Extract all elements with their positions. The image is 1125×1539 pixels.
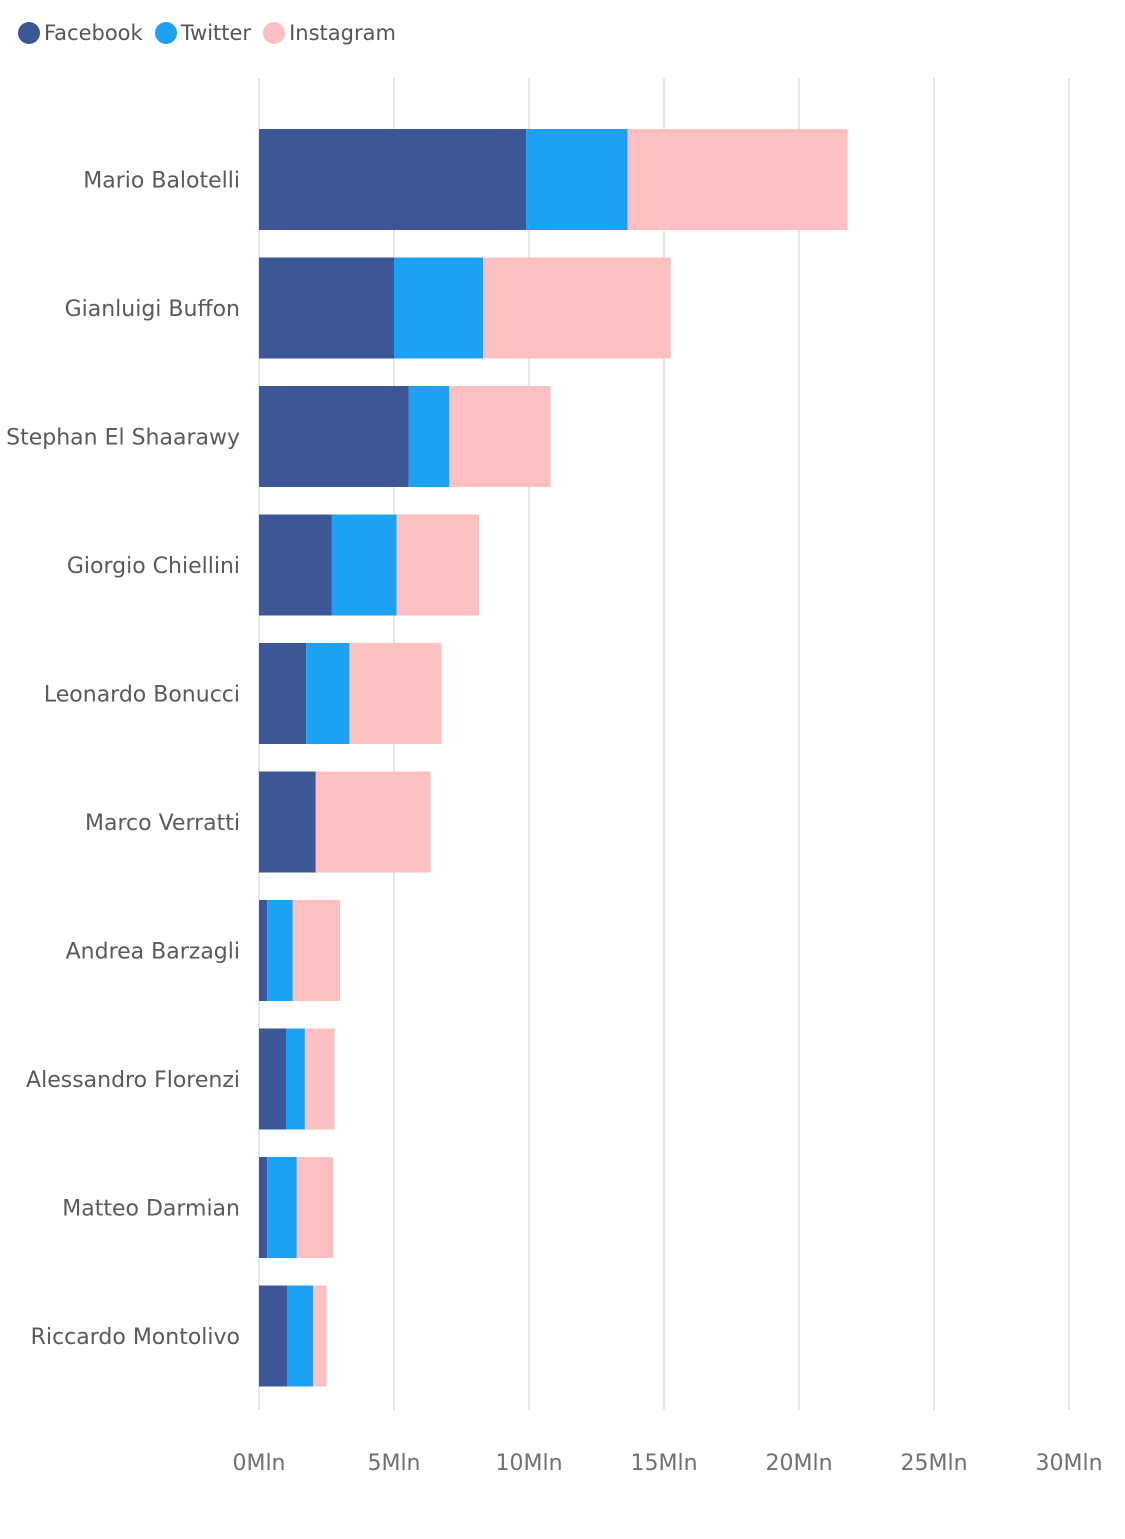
bar-segment-instagram[interactable] — [483, 257, 671, 359]
x-tick-label: 25Mln — [900, 1451, 967, 1476]
x-axis-ticks: 0Mln 5Mln 10Mln 15Mln 20Mln 25Mln 30Mln — [232, 1451, 1102, 1476]
bar-segment-twitter[interactable] — [286, 1028, 305, 1130]
bar-segment-instagram[interactable] — [627, 129, 848, 230]
category-label: Giorgio Chiellini — [67, 554, 240, 579]
bar-segment-instagram[interactable] — [349, 643, 442, 744]
bar-segment-twitter[interactable] — [331, 514, 397, 616]
category-label: Leonardo Bonucci — [44, 683, 240, 708]
category-label: Marco Verratti — [85, 811, 240, 836]
bar-segment-twitter[interactable] — [408, 386, 450, 487]
category-label: Riccardo Montolivo — [31, 1325, 240, 1350]
bar-segment-instagram[interactable] — [313, 1285, 327, 1387]
bar-segment-facebook[interactable] — [259, 514, 332, 616]
bar-segment-facebook[interactable] — [259, 643, 307, 744]
x-tick-label: 5Mln — [367, 1451, 420, 1476]
category-label: Alessandro Florenzi — [26, 1068, 240, 1093]
bar-segment-facebook[interactable] — [259, 1157, 268, 1258]
bar-segment-instagram[interactable] — [449, 386, 551, 487]
x-tick-label: 20Mln — [765, 1451, 832, 1476]
legend-label-facebook: Facebook — [44, 21, 143, 45]
category-labels: Mario Balotelli Gianluigi Buffon Stephan E… — [6, 169, 240, 1351]
category-label: Stephan El Shaarawy — [6, 426, 240, 451]
bar-segment-facebook[interactable] — [259, 1285, 288, 1387]
legend-swatch-instagram — [263, 22, 286, 44]
x-tick-label: 0Mln — [232, 1451, 285, 1476]
legend-swatch-facebook — [18, 22, 40, 44]
bar-segment-facebook[interactable] — [259, 1028, 286, 1130]
category-label: Mario Balotelli — [83, 169, 240, 194]
legend-item-instagram[interactable]: Instagram — [263, 21, 396, 45]
bar-segment-twitter[interactable] — [306, 643, 350, 744]
bar-segment-facebook[interactable] — [259, 900, 268, 1001]
bar-segment-instagram[interactable] — [292, 900, 340, 1001]
legend-label-instagram: Instagram — [289, 21, 396, 45]
bar-segment-instagram[interactable] — [315, 771, 431, 873]
bar-segment-twitter[interactable] — [287, 1285, 313, 1387]
bar-segment-facebook[interactable] — [259, 771, 316, 873]
legend: Facebook Twitter Instagram — [18, 16, 408, 50]
legend-swatch-twitter — [154, 22, 177, 44]
bar-layer — [259, 129, 848, 1387]
bar-segment-facebook[interactable] — [259, 386, 409, 487]
legend-label-twitter: Twitter — [180, 21, 252, 45]
bar-segment-facebook[interactable] — [259, 257, 394, 359]
category-label: Matteo Darmian — [62, 1197, 240, 1222]
bar-segment-instagram[interactable] — [296, 1157, 334, 1258]
bar-segment-instagram[interactable] — [304, 1028, 335, 1130]
x-tick-label: 10Mln — [495, 1451, 562, 1476]
category-label: Andrea Barzagli — [66, 940, 240, 965]
bar-segment-instagram[interactable] — [396, 514, 480, 616]
bar-segment-twitter[interactable] — [526, 129, 628, 230]
legend-item-facebook[interactable]: Facebook — [18, 21, 143, 45]
x-tick-label: 15Mln — [630, 1451, 697, 1476]
bar-segment-twitter[interactable] — [394, 257, 484, 359]
bar-segment-twitter[interactable] — [267, 1157, 297, 1258]
x-tick-label: 30Mln — [1035, 1451, 1102, 1476]
bar-segment-twitter[interactable] — [267, 900, 293, 1001]
category-label: Gianluigi Buffon — [65, 297, 240, 322]
legend-item-twitter[interactable]: Twitter — [154, 21, 252, 45]
bar-segment-facebook[interactable] — [259, 129, 527, 230]
